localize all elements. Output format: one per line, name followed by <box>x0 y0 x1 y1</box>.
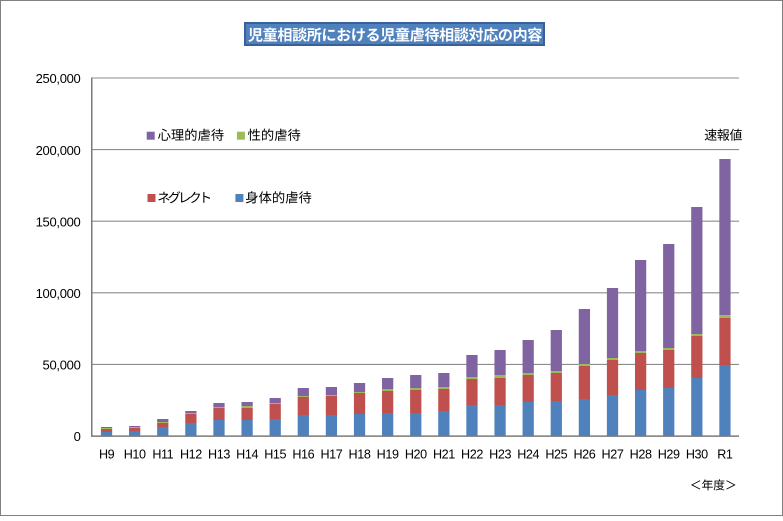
svg-text:50,000: 50,000 <box>43 358 81 373</box>
svg-text:H21: H21 <box>433 448 455 462</box>
svg-text:H17: H17 <box>320 448 342 462</box>
svg-text:150,000: 150,000 <box>36 214 81 229</box>
svg-text:H30: H30 <box>686 448 708 462</box>
svg-text:H27: H27 <box>602 448 624 462</box>
svg-text:H25: H25 <box>545 448 567 462</box>
svg-text:H15: H15 <box>264 448 286 462</box>
svg-text:H16: H16 <box>292 448 314 462</box>
svg-text:R1: R1 <box>717 448 733 462</box>
svg-text:H14: H14 <box>236 448 258 462</box>
svg-text:H26: H26 <box>573 448 595 462</box>
svg-text:H13: H13 <box>208 448 230 462</box>
svg-text:100,000: 100,000 <box>36 286 81 301</box>
svg-text:H18: H18 <box>349 448 371 462</box>
svg-text:H12: H12 <box>180 448 202 462</box>
svg-text:H24: H24 <box>517 448 539 462</box>
svg-text:H10: H10 <box>124 448 146 462</box>
svg-text:250,000: 250,000 <box>36 71 81 86</box>
svg-text:200,000: 200,000 <box>36 143 81 158</box>
svg-text:H29: H29 <box>658 448 680 462</box>
svg-text:H28: H28 <box>630 448 652 462</box>
svg-text:H22: H22 <box>461 448 483 462</box>
svg-text:H9: H9 <box>99 448 115 462</box>
svg-text:H20: H20 <box>405 448 427 462</box>
svg-text:H11: H11 <box>152 448 173 462</box>
svg-text:0: 0 <box>74 429 81 444</box>
svg-text:H23: H23 <box>489 448 511 462</box>
svg-text:H19: H19 <box>377 448 399 462</box>
